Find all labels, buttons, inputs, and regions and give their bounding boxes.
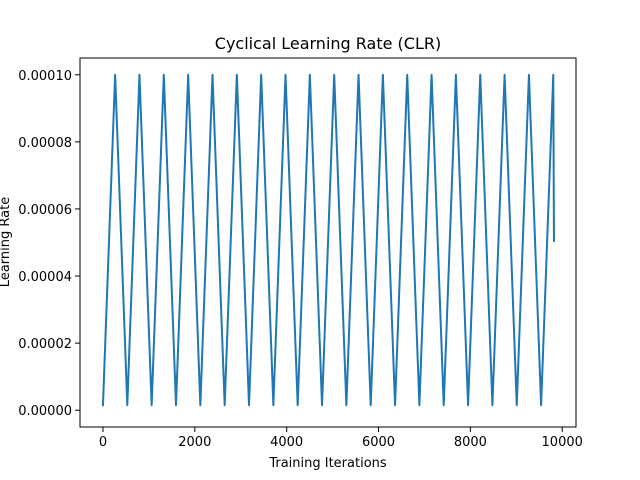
plot-frame bbox=[79, 57, 577, 428]
plot-area bbox=[79, 57, 577, 428]
y-axis: 0.00000 0.00002 0.00004 0.00006 0.00008 0.000… bbox=[18, 69, 80, 419]
y-tick-label: 0.00008 bbox=[18, 136, 72, 151]
x-tick-label: 10000 bbox=[542, 435, 583, 450]
y-axis-label: Learning Rate bbox=[0, 197, 13, 287]
x-tick-label: 4000 bbox=[270, 435, 303, 450]
x-tick-label: 8000 bbox=[454, 435, 487, 450]
y-tick-label: 0.00004 bbox=[18, 270, 72, 285]
x-tick-label: 6000 bbox=[362, 435, 395, 450]
x-axis-label: Training Iterations bbox=[268, 456, 387, 471]
y-tick-label: 0.00000 bbox=[18, 404, 72, 419]
series-line-0 bbox=[101, 73, 555, 407]
y-tick-label: 0.00006 bbox=[18, 203, 72, 218]
x-tick-label: 2000 bbox=[178, 435, 211, 450]
x-axis: 0 2000 4000 6000 8000 10000 bbox=[99, 427, 583, 450]
chart-title: Cyclical Learning Rate (CLR) bbox=[215, 34, 441, 53]
x-tick-label: 0 bbox=[99, 435, 107, 450]
y-tick-label: 0.00002 bbox=[18, 337, 72, 352]
y-tick-label: 0.00010 bbox=[18, 69, 72, 84]
